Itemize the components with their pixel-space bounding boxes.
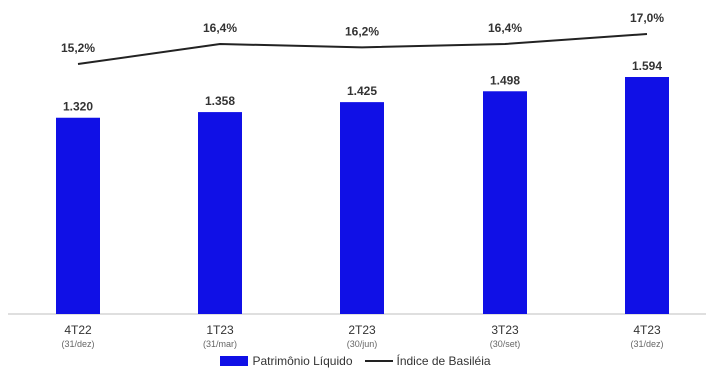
category-label: 1T23 [206, 323, 234, 337]
bar-value-label: 1.425 [347, 84, 377, 98]
category-label: 4T23 [633, 323, 661, 337]
legend-item-patrimonio: Patrimônio Líquido [220, 354, 353, 368]
bar-value-label: 1.498 [490, 73, 520, 87]
category-label: 4T22 [64, 323, 92, 337]
legend: Patrimônio Líquido Índice de Basiléia [0, 354, 711, 368]
bar-1t23 [198, 112, 242, 314]
category-label: 3T23 [491, 323, 519, 337]
category-label: 2T23 [348, 323, 376, 337]
category-sublabel: (30/set) [490, 339, 521, 349]
legend-label-patrimonio: Patrimônio Líquido [252, 354, 353, 368]
legend-label-basileia: Índice de Basiléia [396, 354, 491, 368]
bar-value-label: 1.594 [632, 59, 662, 73]
line-value-label: 17,0% [630, 11, 664, 25]
chart: 1.320 1.358 1.425 1.498 1.594 15,2% 16,4% 16,2… [8, 11, 706, 349]
bar-4t23 [625, 77, 669, 314]
legend-swatch-line [364, 360, 393, 362]
line-value-label: 16,4% [488, 21, 522, 35]
bar-3t23 [483, 91, 527, 314]
bar-value-label: 1.358 [205, 94, 235, 108]
category-sublabel: (31/dez) [61, 339, 94, 349]
category-sublabel: (31/dez) [630, 339, 663, 349]
category-sublabel: (30/jun) [347, 339, 378, 349]
bar-value-label: 1.320 [63, 100, 93, 114]
line-value-label: 15,2% [61, 41, 95, 55]
series-line-indice-de-basileia [77, 33, 648, 65]
legend-swatch-bar [220, 356, 249, 366]
category-sublabel: (31/mar) [203, 339, 237, 349]
legend-item-basileia: Índice de Basiléia [364, 354, 491, 368]
bar-4t22 [56, 117, 100, 315]
line-value-label: 16,2% [345, 24, 379, 38]
bar-2t23 [340, 102, 384, 314]
line-value-label: 16,4% [203, 21, 237, 35]
